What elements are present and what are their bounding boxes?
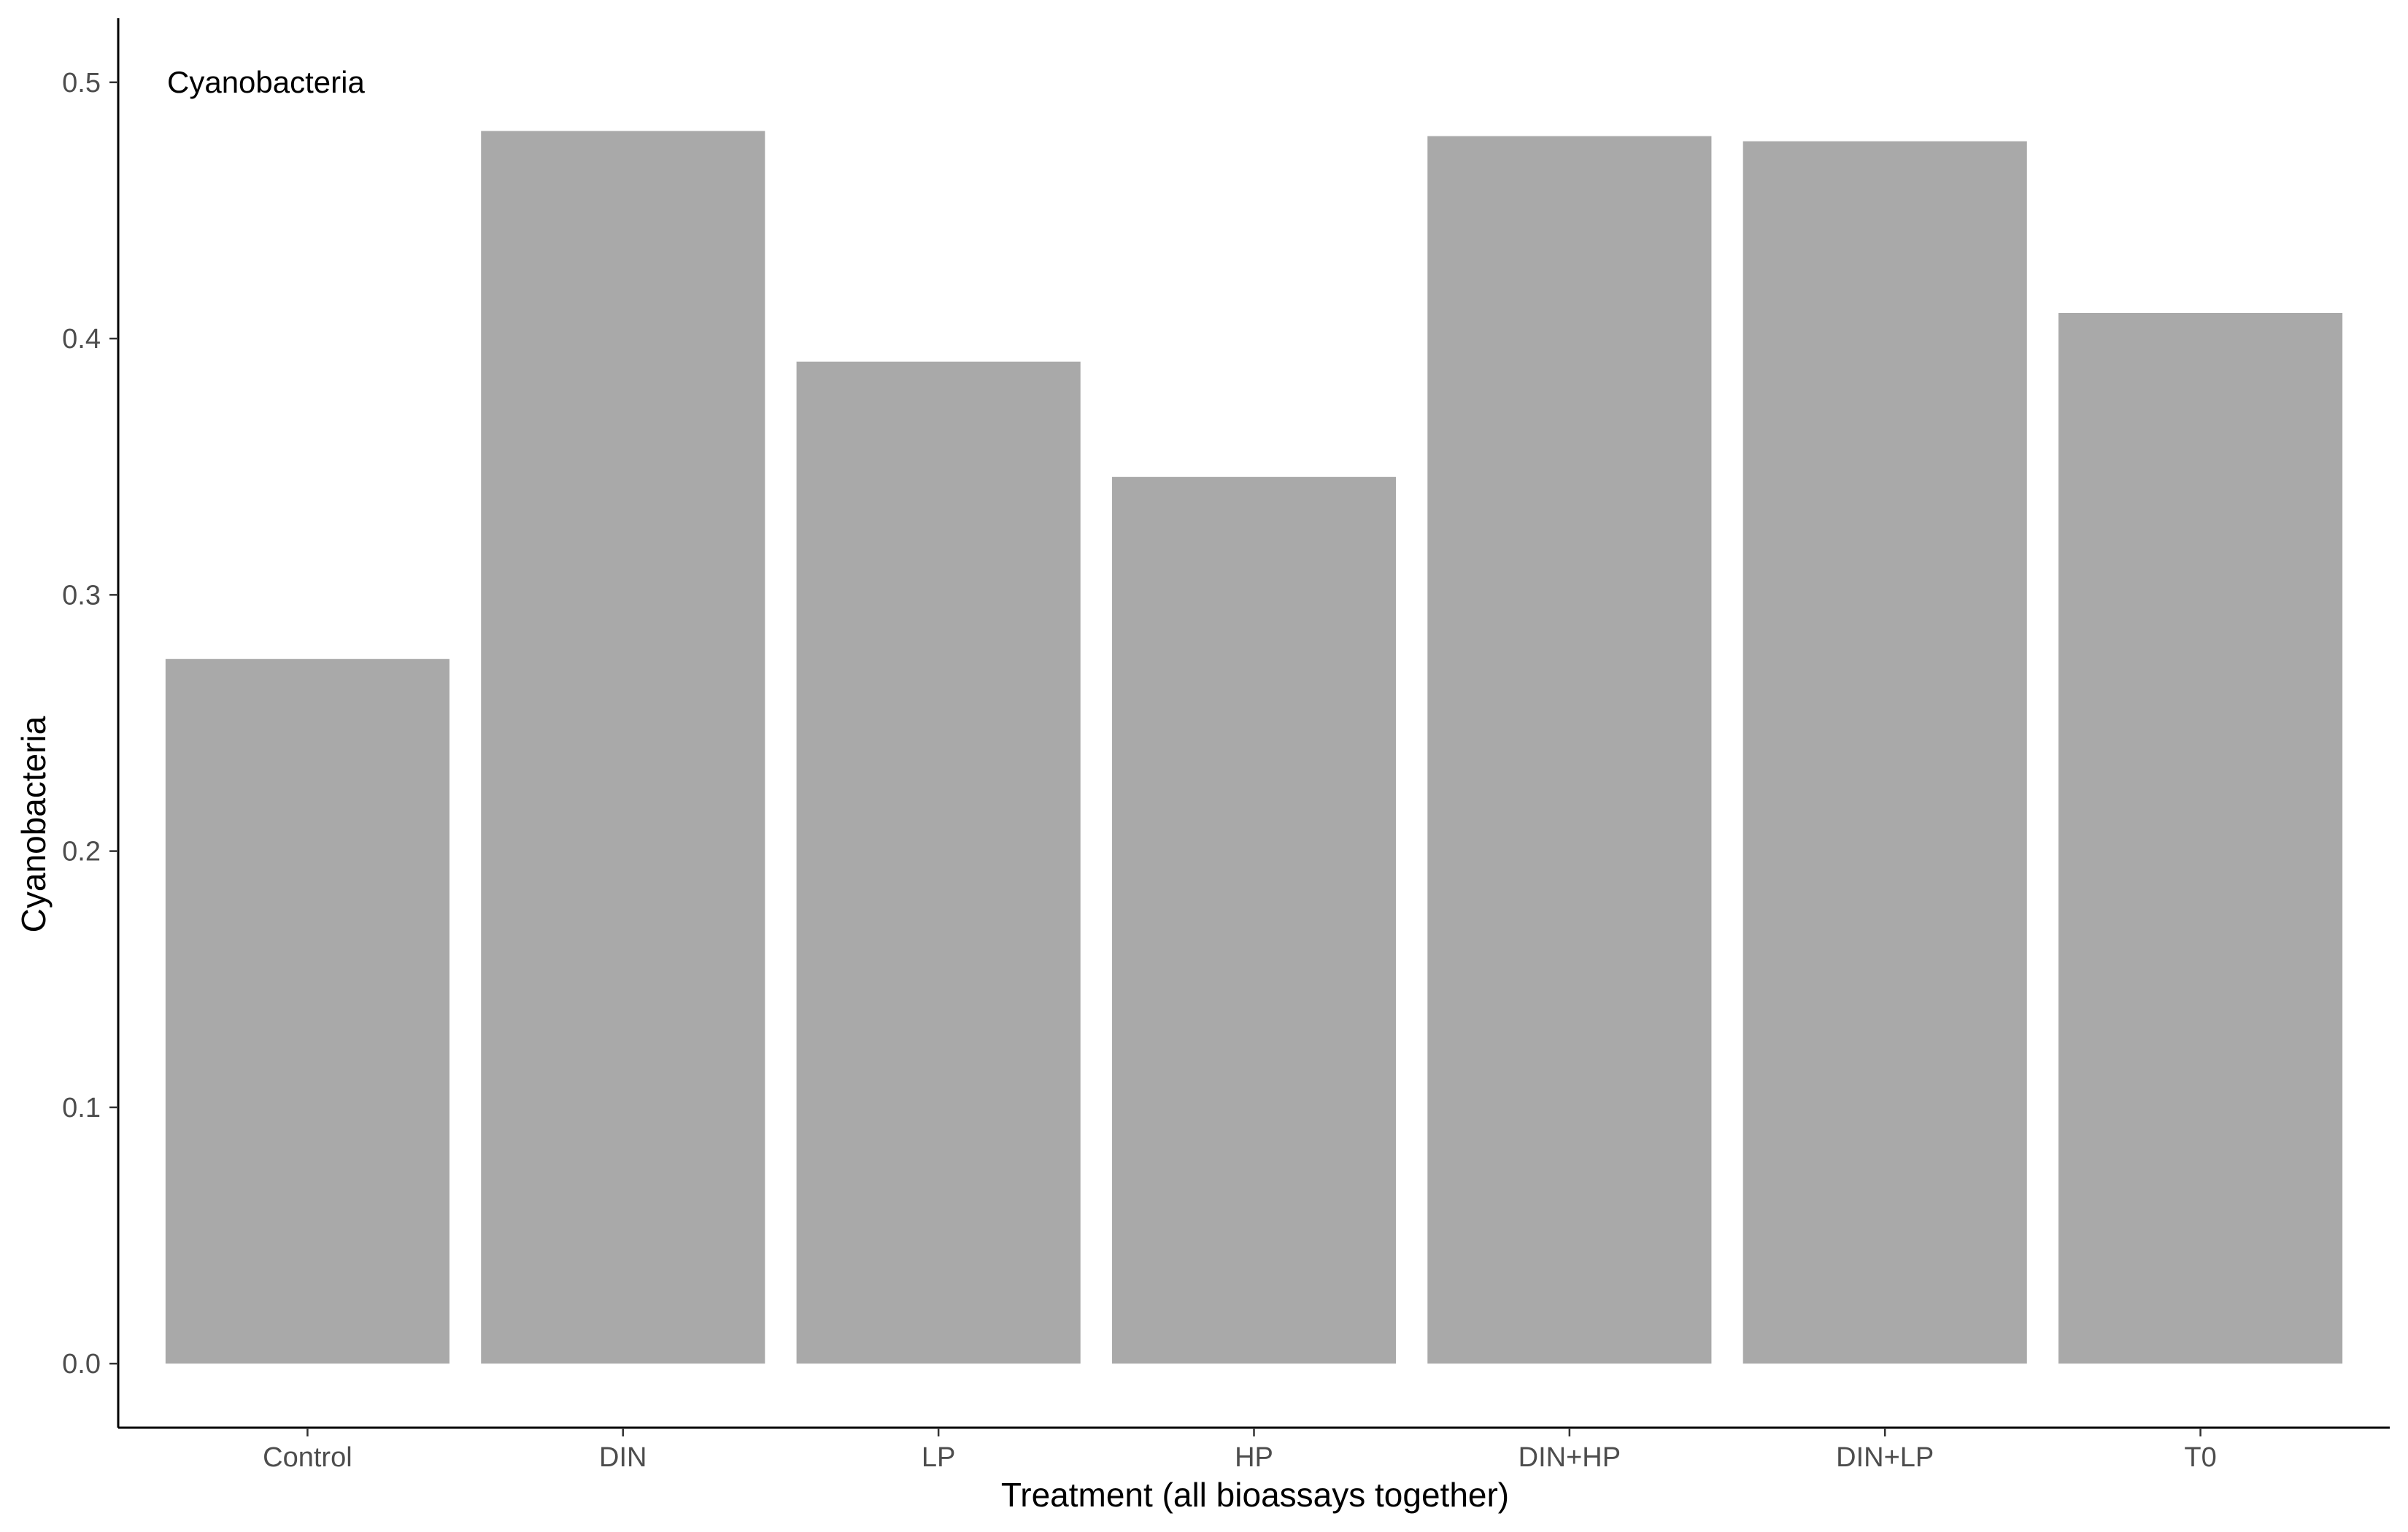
bars-group (165, 131, 2343, 1364)
y-tick-label: 0.2 (62, 837, 101, 867)
y-axis-title: Cyanobacteria (15, 716, 53, 932)
y-tick-label: 0.5 (62, 68, 101, 98)
y-tick-label: 0.1 (62, 1093, 101, 1123)
x-axis: Control DIN LP HP DIN+HP DIN+LP T0 (118, 1426, 2390, 1473)
bar-din (481, 131, 765, 1364)
x-tick-label: T0 (2184, 1442, 2216, 1473)
bar-control (165, 659, 449, 1364)
bar-t0 (2058, 312, 2343, 1364)
y-tick-label: 0.3 (62, 580, 101, 611)
x-tick-label: DIN+HP (1518, 1442, 1621, 1473)
x-tick-label: Control (263, 1442, 352, 1473)
bar-din-hp (1427, 136, 1712, 1364)
y-tick-label: 0.4 (62, 324, 101, 355)
y-tick-label: 0.0 (62, 1349, 101, 1380)
x-axis-title: Treatment (all bioassays together) (1001, 1476, 1509, 1514)
bar-hp (1111, 476, 1397, 1364)
x-tick-label: DIN (599, 1442, 647, 1473)
x-tick-label: DIN+LP (1836, 1442, 1934, 1473)
y-axis: 0.0 0.1 0.2 0.3 0.4 0.5 (62, 18, 120, 1428)
chart-annotation: Cyanobacteria (167, 65, 365, 99)
bar-lp (796, 361, 1081, 1364)
x-tick-label: HP (1235, 1442, 1273, 1473)
x-tick-label: LP (922, 1442, 955, 1473)
bar-din-lp (1743, 141, 2027, 1364)
